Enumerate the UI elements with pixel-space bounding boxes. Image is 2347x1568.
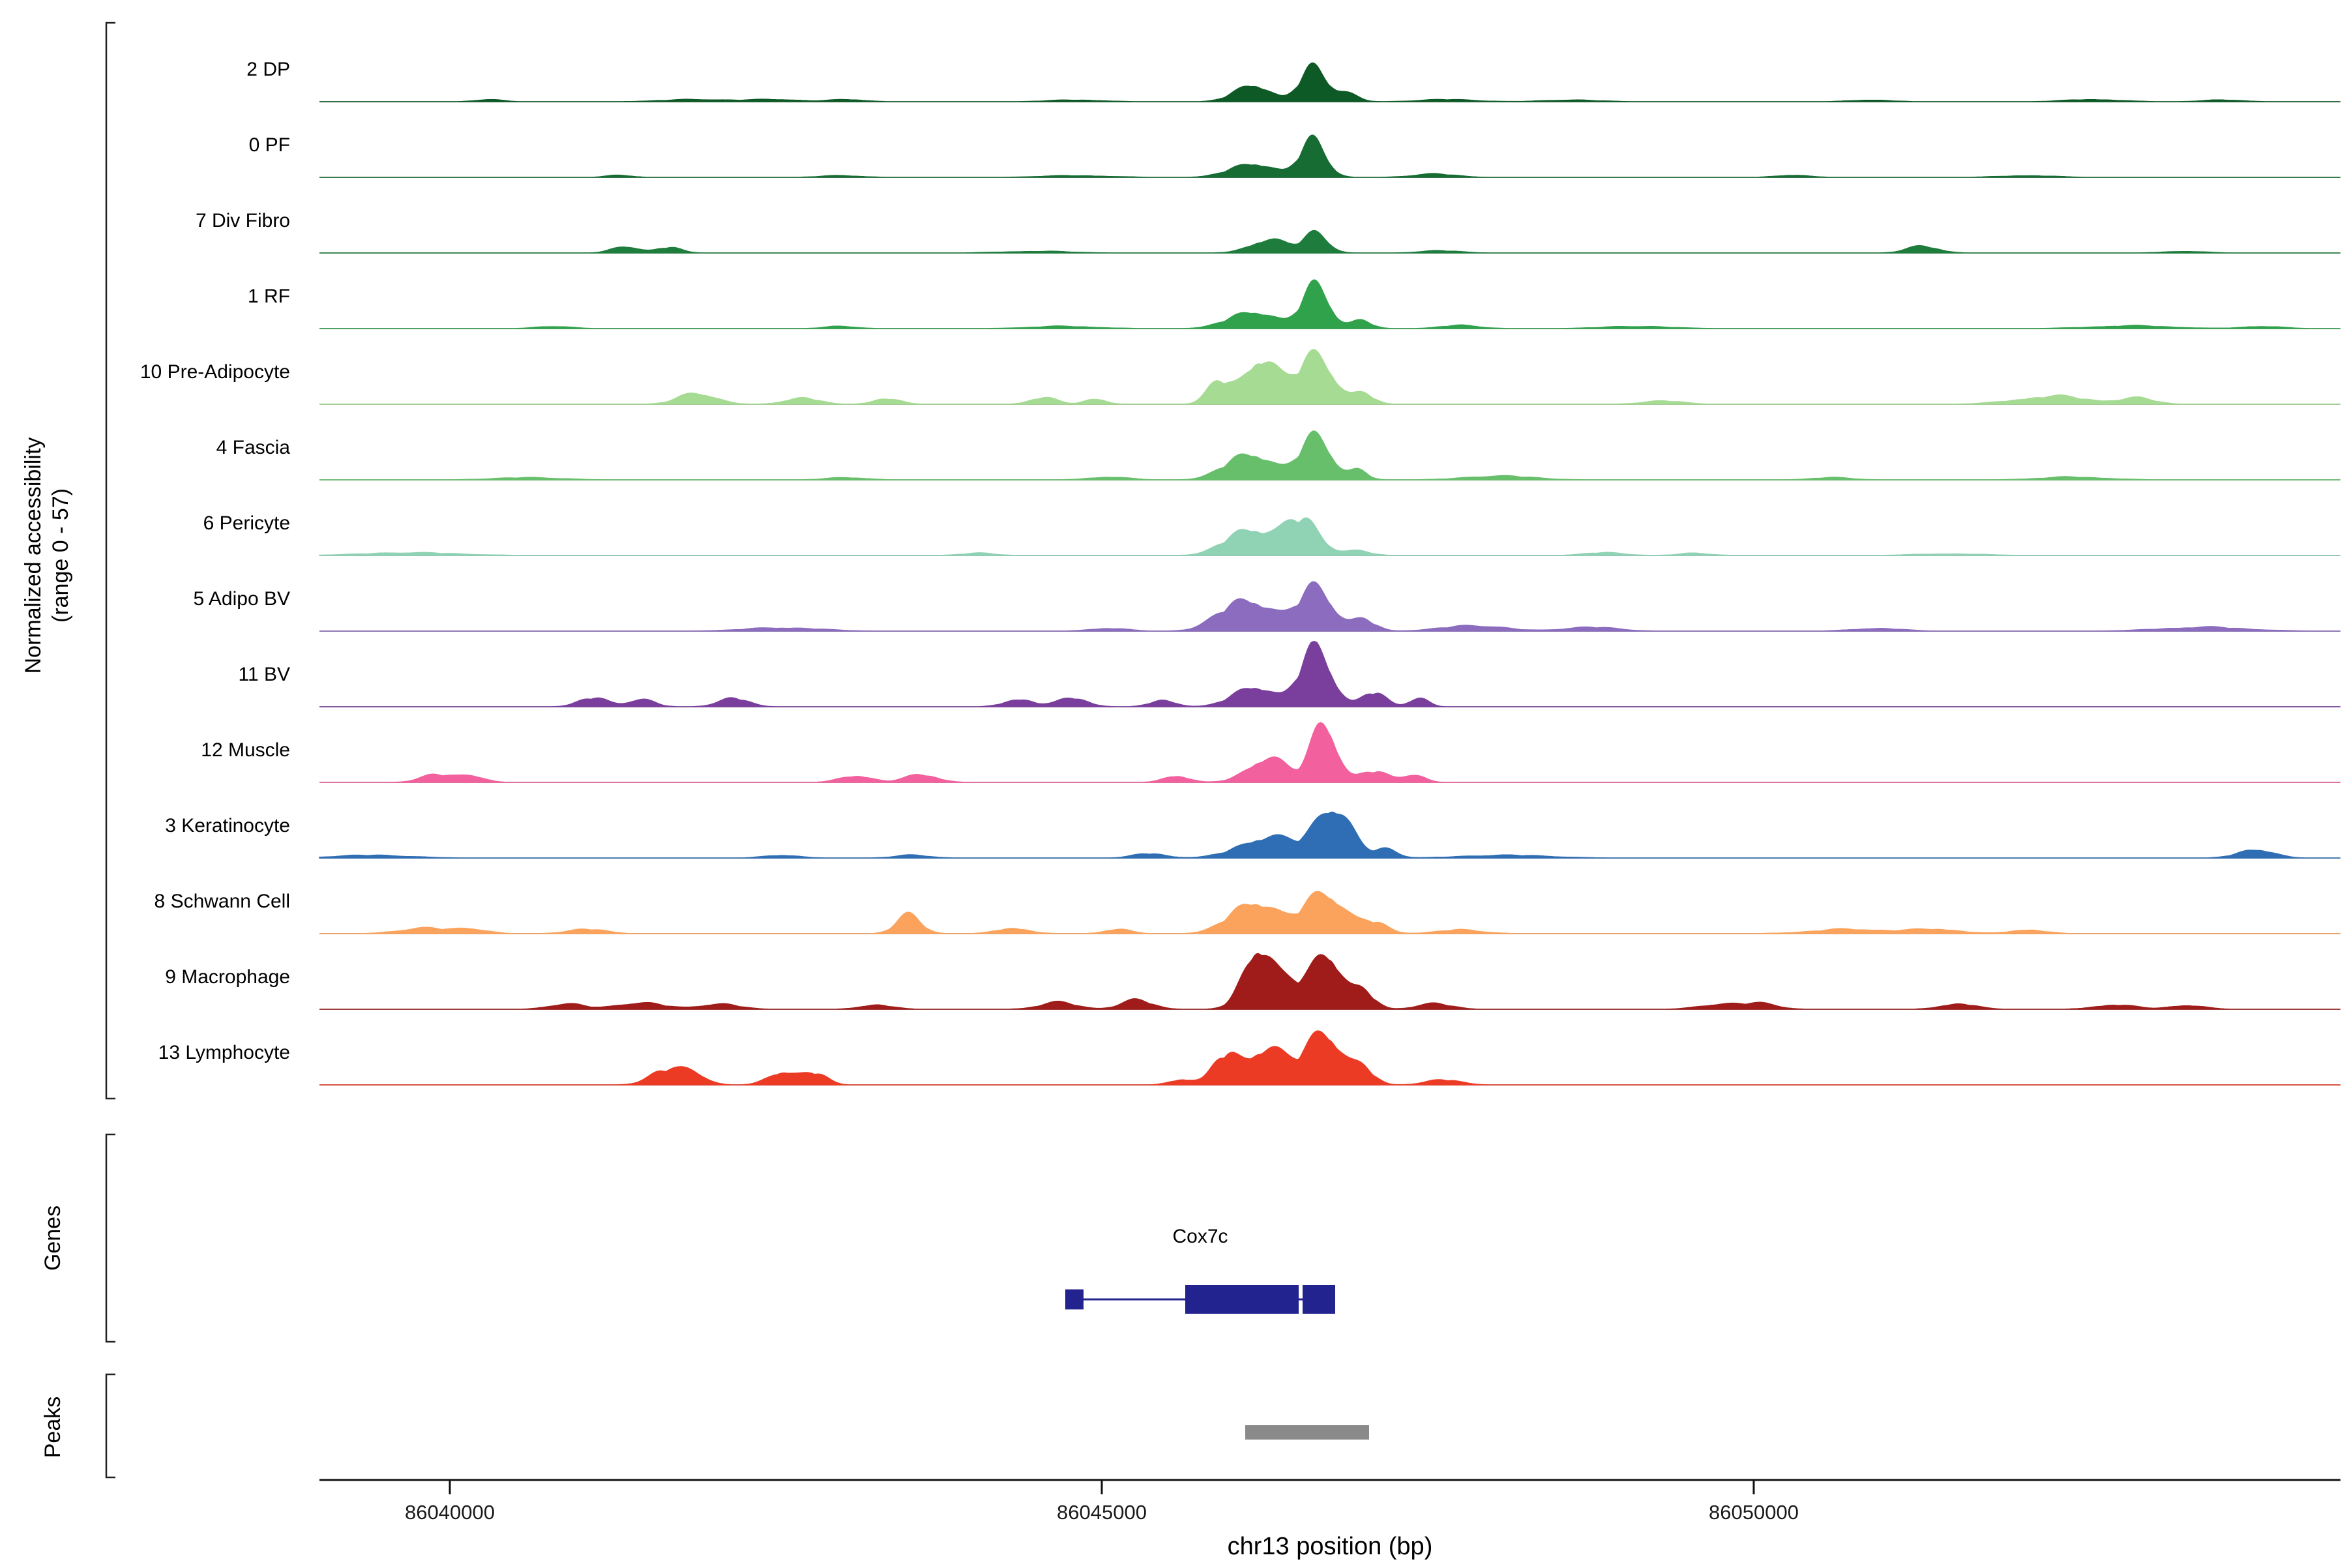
x-tick-label: 86040000 [405, 1501, 495, 1524]
track-label: 8 Schwann Cell [155, 891, 290, 912]
track-label: 10 Pre-Adipocyte [140, 361, 290, 383]
track-label: 3 Keratinocyte [165, 815, 290, 836]
track-signal-4-fascia [319, 430, 2340, 481]
track-label: 11 BV [239, 664, 291, 685]
track-signal-13-lymphocyte [319, 1030, 2340, 1086]
track-signal-8-schwann-cell [319, 891, 2340, 934]
track-label: 0 PF [249, 134, 290, 156]
track-signal-6-pericyte [319, 517, 2340, 556]
gene-exon [1065, 1289, 1084, 1310]
track-signal-5-adipo-bv [319, 581, 2340, 632]
section-bracket [105, 1373, 115, 1479]
track-signal-7-div-fibro [319, 229, 2340, 254]
track-label: 13 Lymphocyte [158, 1042, 290, 1063]
peak-region-bar [1245, 1425, 1369, 1440]
track-label: 4 Fascia [216, 437, 291, 458]
track-label: 9 Macrophage [165, 966, 290, 988]
genes-section-label: Genes [40, 1206, 65, 1271]
peaks-section-label: Peaks [40, 1397, 65, 1458]
x-axis-title: chr13 position (bp) [1228, 1533, 1433, 1560]
y-axis-label-line1: Normalized accessibility [21, 437, 46, 674]
track-signal-0-pf [319, 134, 2340, 178]
peaks-track [1245, 1425, 1369, 1440]
accessibility-tracks: 2 DP 0 PF 7 Div Fibro 1 RF 10 Pre-Adipocyte 4… [140, 59, 2340, 1086]
gene-track: Cox7c [1065, 1226, 1335, 1314]
section-brackets [105, 22, 115, 1479]
track-label: 1 RF [248, 286, 290, 307]
track-label: 7 Div Fibro [196, 210, 290, 231]
track-signal-1-rf [319, 279, 2340, 329]
track-signal-2-dp [319, 62, 2340, 102]
section-bracket [105, 22, 115, 1100]
gene-exon [1303, 1285, 1335, 1314]
x-tick-label: 86045000 [1057, 1501, 1147, 1524]
x-axis: 86040000 86045000 86050000 [319, 1479, 2340, 1524]
section-bracket [105, 1133, 115, 1343]
gene-name-label: Cox7c [1172, 1226, 1228, 1247]
gene-exon [1185, 1285, 1299, 1314]
x-tick-label: 86050000 [1709, 1501, 1799, 1524]
section-labels: Normalized accessibility (range 0 - 57) … [21, 437, 73, 1458]
track-signal-12-muscle [319, 722, 2340, 783]
track-label: 12 Muscle [201, 739, 290, 761]
track-label: 2 DP [246, 59, 290, 80]
track-signal-11-bv [319, 641, 2340, 707]
track-label: 5 Adipo BV [194, 588, 290, 610]
track-signal-9-macrophage [319, 953, 2340, 1010]
track-label: 6 Pericyte [203, 512, 290, 534]
track-signal-3-keratinocyte [319, 811, 2340, 859]
track-signal-10-pre-adipocyte [319, 349, 2340, 405]
y-axis-label-line2: (range 0 - 57) [48, 488, 73, 623]
